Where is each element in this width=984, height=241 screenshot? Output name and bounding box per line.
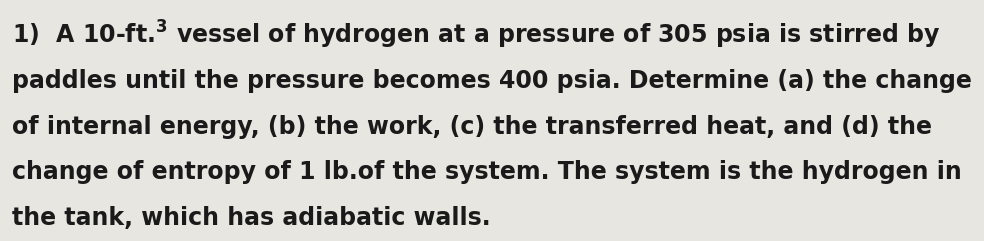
Text: paddles until the pressure becomes 400 psia. Determine (a) the change: paddles until the pressure becomes 400 p… [12, 69, 971, 93]
Text: of internal energy, (b) the work, (c) the transferred heat, and (d) the: of internal energy, (b) the work, (c) th… [12, 114, 932, 139]
Text: the tank, which has adiabatic walls.: the tank, which has adiabatic walls. [12, 206, 490, 230]
Text: change of entropy of 1 lb.of the system. The system is the hydrogen in: change of entropy of 1 lb.of the system.… [12, 160, 961, 184]
Text: 1)  A 10-ft.$^{\mathbf{3}}$ vessel of hydrogen at a pressure of 305 psia is stir: 1) A 10-ft.$^{\mathbf{3}}$ vessel of hyd… [12, 19, 941, 51]
